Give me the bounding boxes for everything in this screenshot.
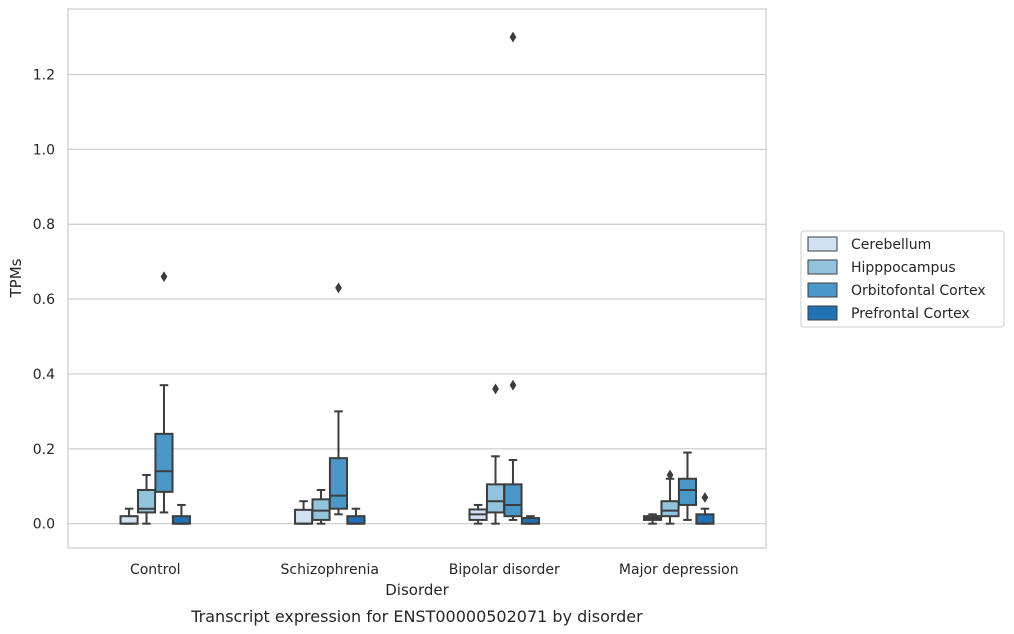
box-body [677, 477, 698, 506]
x-tick-label: Bipolar disorder [449, 562, 560, 578]
box-body [660, 500, 680, 518]
legend-swatch [807, 305, 838, 321]
outlier-point [492, 383, 499, 395]
y-tick-label: 0.8 [33, 217, 55, 233]
box-body [171, 515, 191, 525]
y-tick-label: 0.4 [33, 367, 55, 383]
box-prefrontal-cortex [346, 507, 366, 525]
box-body [154, 432, 174, 493]
box-hipppocampus [660, 469, 680, 525]
box-hipppocampus [485, 383, 506, 525]
outlier-point [160, 271, 168, 283]
legend-label: Orbitofontal Cortex [851, 283, 986, 299]
box-body [136, 488, 157, 514]
box-hipppocampus [311, 488, 331, 525]
box-body [503, 483, 523, 518]
box-cerebellum [468, 503, 488, 525]
box-orbitofontal-cortex [154, 271, 174, 514]
outlier-point [701, 492, 709, 503]
y-tick-label: 0.2 [33, 442, 55, 458]
x-tick-label: Schizophrenia [281, 562, 379, 578]
box-orbitofontal-cortex [328, 282, 349, 516]
plot-area-frame [67, 8, 767, 549]
legend-swatch [807, 259, 838, 275]
outlier-point [509, 379, 517, 391]
box-cerebellum [294, 500, 314, 525]
outlier-point [335, 282, 342, 294]
box-body [294, 508, 314, 525]
legend-label: Hipppocampus [851, 260, 956, 276]
box-body [328, 457, 349, 510]
box-prefrontal-cortex [695, 492, 715, 525]
box-orbitofontal-cortex [677, 451, 698, 521]
y-axis-ticks: 0.0 0.2 0.4 0.6 0.8 1.0 1.2 [33, 68, 55, 533]
box-prefrontal-cortex [171, 503, 191, 525]
box-body [346, 515, 366, 525]
outlier-point [666, 469, 674, 481]
y-axis-label: TPMs [7, 258, 25, 298]
legend-frame [800, 230, 1005, 328]
legend: Cerebellum Hipppocampus Orbitofontal Corte… [800, 230, 1005, 328]
legend-label: Cerebellum [851, 237, 931, 253]
y-gridlines [68, 73, 766, 525]
chart-title: Transcript expression for ENST0000050207… [190, 607, 643, 626]
legend-label: Prefrontal Cortex [851, 306, 970, 322]
x-axis-ticks: Control Schizophrenia Bipolar disorder Majo… [130, 562, 739, 578]
box-hipppocampus [136, 474, 157, 525]
box-body [485, 483, 506, 514]
x-axis-label: Disorder [385, 581, 449, 599]
box-body [119, 515, 139, 525]
x-tick-label: Major depression [619, 562, 739, 578]
y-tick-label: 1.2 [33, 68, 55, 84]
y-tick-label: 0.0 [33, 517, 55, 533]
outlier-point [509, 31, 517, 43]
box-prefrontal-cortex [520, 515, 540, 525]
legend-swatch [807, 236, 838, 252]
x-tick-label: Control [130, 562, 181, 578]
legend-swatch [807, 282, 838, 298]
box-orbitofontal-cortex [503, 31, 523, 521]
box-body [695, 513, 715, 525]
y-tick-label: 1.0 [33, 142, 55, 158]
box-cerebellum [119, 507, 139, 525]
y-tick-label: 0.6 [33, 292, 55, 308]
box-cerebellum [643, 513, 663, 525]
plot-marks [119, 31, 715, 525]
